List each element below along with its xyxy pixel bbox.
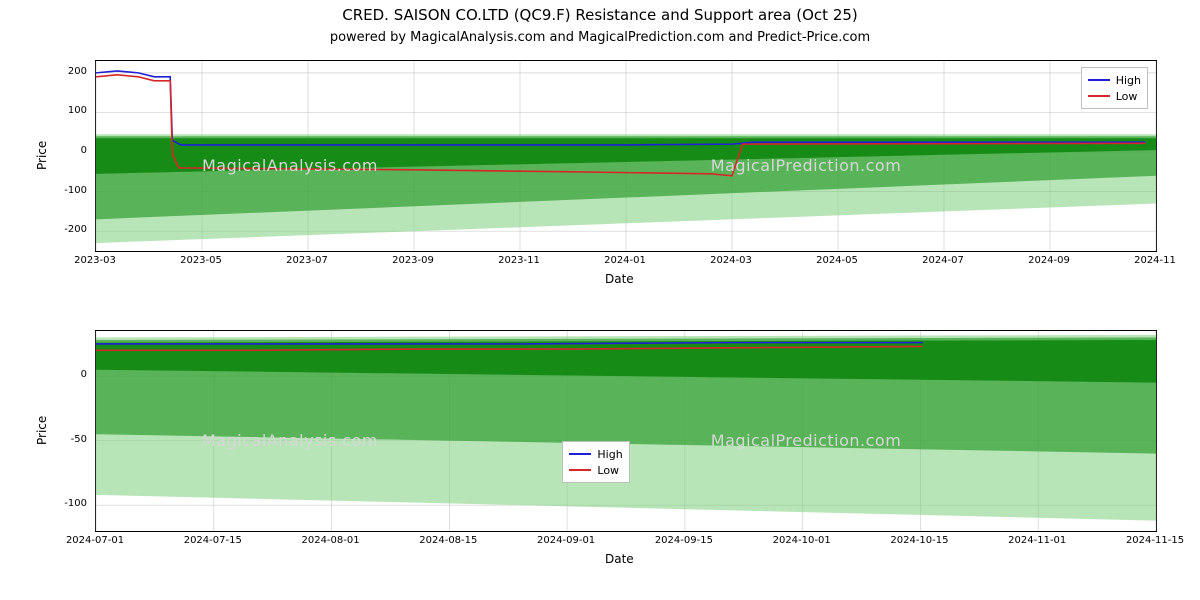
ytick: -50 xyxy=(47,434,87,445)
legend-high-label: High xyxy=(1116,74,1141,87)
xtick: 2024-03 xyxy=(696,255,766,266)
xtick: 2024-05 xyxy=(802,255,872,266)
xtick: 2024-11-01 xyxy=(1002,535,1072,546)
legend-low-line xyxy=(569,469,591,471)
legend-high-line xyxy=(1088,79,1110,81)
legend-low-label: Low xyxy=(597,464,619,477)
bottom-chart-panel: High Low MagicalAnalysis.com MagicalPred… xyxy=(95,330,1157,532)
ytick: 200 xyxy=(47,66,87,77)
bottom-chart-plot xyxy=(96,331,1156,531)
xtick: 2024-09-01 xyxy=(531,535,601,546)
xtick: 2024-09-15 xyxy=(649,535,719,546)
legend-high: High xyxy=(569,446,622,462)
legend-high-line xyxy=(569,453,591,455)
bottom-xlabel: Date xyxy=(605,552,634,566)
xtick: 2023-07 xyxy=(272,255,342,266)
top-chart-panel: High Low MagicalAnalysis.com MagicalPred… xyxy=(95,60,1157,252)
xtick: 2024-07 xyxy=(908,255,978,266)
ytick: -100 xyxy=(47,185,87,196)
ytick: 0 xyxy=(47,145,87,156)
legend-high: High xyxy=(1088,72,1141,88)
chart-title: CRED. SAISON CO.LTD (QC9.F) Resistance a… xyxy=(0,6,1200,24)
ytick: -100 xyxy=(47,498,87,509)
legend-low-line xyxy=(1088,95,1110,97)
xtick: 2024-09 xyxy=(1014,255,1084,266)
legend-low: Low xyxy=(569,462,622,478)
xtick: 2024-10-15 xyxy=(884,535,954,546)
xtick: 2024-11 xyxy=(1120,255,1190,266)
figure: CRED. SAISON CO.LTD (QC9.F) Resistance a… xyxy=(0,0,1200,600)
top-legend: High Low xyxy=(1081,67,1148,109)
legend-low-label: Low xyxy=(1116,90,1138,103)
bottom-legend: High Low xyxy=(562,441,629,483)
ytick: -200 xyxy=(47,224,87,235)
xtick: 2024-07-01 xyxy=(60,535,130,546)
xtick: 2023-05 xyxy=(166,255,236,266)
xtick: 2023-03 xyxy=(60,255,130,266)
xtick: 2024-10-01 xyxy=(767,535,837,546)
xtick: 2024-07-15 xyxy=(178,535,248,546)
xtick: 2024-08-01 xyxy=(296,535,366,546)
xtick: 2024-08-15 xyxy=(413,535,483,546)
top-chart-plot xyxy=(96,61,1156,251)
xtick: 2023-09 xyxy=(378,255,448,266)
xtick: 2024-11-15 xyxy=(1120,535,1190,546)
chart-subtitle: powered by MagicalAnalysis.com and Magic… xyxy=(0,30,1200,45)
top-xlabel: Date xyxy=(605,272,634,286)
ytick: 0 xyxy=(47,369,87,380)
xtick: 2024-01 xyxy=(590,255,660,266)
legend-high-label: High xyxy=(597,448,622,461)
xtick: 2023-11 xyxy=(484,255,554,266)
legend-low: Low xyxy=(1088,88,1141,104)
ytick: 100 xyxy=(47,105,87,116)
